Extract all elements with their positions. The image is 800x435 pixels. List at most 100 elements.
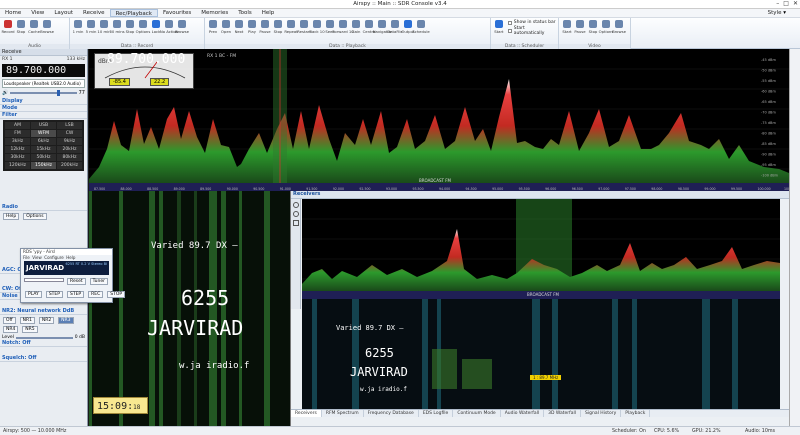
filter-button[interactable]: 3kHz [5,138,30,145]
tab-3d-waterfall[interactable]: 3D Waterfall [544,410,581,417]
rds-menu-help[interactable]: Help [66,255,76,260]
rds-play-button[interactable]: PLAY [25,291,42,298]
filter-button[interactable]: WFM [31,130,56,137]
filter-button[interactable]: 12kHz [5,146,30,153]
filter-button[interactable]: CW [57,130,82,137]
filter-button[interactable]: 20kHz [57,146,82,153]
maximize-button[interactable]: □ [783,0,789,7]
section-notch[interactable]: Notch: Off [0,340,87,347]
rds-stop-button[interactable]: STOP [107,291,126,298]
section-nr2[interactable]: NR2: Neural network DdB [0,308,87,315]
zoom-in-icon[interactable] [293,202,299,208]
receiver-waterfall[interactable]: Varied 89.7 DX — 6255 JARVIRAD w.ja irad… [302,299,780,409]
rds-rec-button[interactable]: REC [88,291,104,298]
scheduler-start-button[interactable]: Start [493,19,505,34]
tab-playback[interactable]: Playback [621,410,651,417]
tab-receivers[interactable]: Receivers [291,410,322,417]
tab-frequency-database[interactable]: Frequency Database [364,410,419,417]
audio-stop-button[interactable]: Stop [15,19,27,34]
section-squelch[interactable]: Squelch: Off [0,355,87,362]
filter-button[interactable]: 15kHz [31,146,56,153]
filter-button[interactable]: 9kHz [57,138,82,145]
audio-device-select[interactable]: Loudspeaker (Realtek USB2.0 Audio) [2,79,85,88]
menu-receive[interactable]: Receive [83,10,105,16]
audio-cache-button[interactable]: Cache [28,19,40,34]
nr2-button[interactable]: NR2 [38,317,55,324]
menu-layout[interactable]: Layout [54,10,74,16]
menu-favourites[interactable]: Favourites [162,10,192,16]
filter-button[interactable]: 80kHz [57,154,82,161]
section-display[interactable]: Display [0,98,87,105]
start-automatically-checkbox[interactable]: Start automatically [507,26,556,36]
section-radio[interactable]: Radio [0,204,87,211]
section-filter[interactable]: Filter [0,112,87,119]
record-noaction-button[interactable]: No Action [160,19,178,34]
video-start-button[interactable]: Start [561,19,573,34]
close-button[interactable]: ✕ [792,0,798,7]
playback-repeat-button[interactable]: Repeat [284,19,298,34]
tab-continuum-mode[interactable]: Continuum Mode [453,410,501,417]
playback-forward10-button[interactable]: Forward 10 [332,19,354,34]
playback-navigator-button[interactable]: Navigator [373,19,391,34]
filter-button[interactable]: 150kHz [31,162,56,169]
rds-step-back-button[interactable]: STEP [45,291,63,298]
record-5min-button[interactable]: 5 min [85,19,97,34]
minimize-button[interactable]: – [776,0,780,7]
playback-gain-button[interactable]: Gain [350,19,362,34]
show-in-statusbar-checkbox[interactable]: Show in status bar [507,20,556,25]
menu-tools[interactable]: Tools [238,10,252,16]
style-menu[interactable]: Style ▾ [767,10,786,16]
rds-menu-view[interactable]: View [32,255,42,260]
audio-browse-button[interactable]: Browse [40,19,54,34]
rds-menu-configure[interactable]: Configure [44,255,64,260]
rds-tuner-button[interactable]: Tuner [89,278,108,285]
rds-menu-file[interactable]: File [23,255,30,260]
tab-eds-logfile[interactable]: EDS Logfile [419,410,454,417]
receiver-spectrum[interactable]: BROADCAST FM [302,199,780,299]
zoom-out-icon[interactable] [293,211,299,217]
menu-memories[interactable]: Memories [201,10,229,16]
tab-rfm-spectrum[interactable]: RFM Spectrum [322,410,364,417]
playback-datafile-button[interactable]: DataFile [387,19,403,34]
record-browse-button[interactable]: Browse [175,19,189,34]
menu-home[interactable]: Home [5,10,22,16]
main-spectrum[interactable]: BROADCAST FM -45 dBm -50 dBm -55 dBm -60 dB… [89,49,797,191]
filter-button[interactable]: 50kHz [31,154,56,161]
nr1-button[interactable]: NR1 [19,317,35,324]
playback-output-button[interactable]: Output [401,19,415,34]
playback-back10-button[interactable]: Back 10 [309,19,325,34]
rds-step-fwd-button[interactable]: STEP [66,291,85,298]
nr3-button[interactable]: NR3 [58,317,74,324]
filter-button[interactable]: FM [5,130,30,137]
video-browse-button[interactable]: Browse [612,19,626,34]
right-scrollbar[interactable] [789,49,800,426]
playback-stop-button[interactable]: Stop [272,19,284,34]
audio-record-button[interactable]: Record [1,19,15,34]
filter-button[interactable]: 200kHz [57,162,82,169]
frequency-display[interactable]: 89.700.000 [2,64,85,77]
playback-centre-button[interactable]: Centre [363,19,375,34]
video-pause-button[interactable]: Pause [574,19,586,34]
menu-view[interactable]: View [31,10,45,16]
playback-restart-button[interactable]: Restart [297,19,311,34]
playback-open-button[interactable]: Open [220,19,232,34]
nr-off-button[interactable]: Off [3,317,16,324]
record-30min-button[interactable]: 30 mins [109,19,125,34]
video-stop-button[interactable]: Stop [587,19,599,34]
playback-next-button[interactable]: Next [233,19,245,34]
volume-slider[interactable] [10,90,77,96]
record-10min-button[interactable]: 10 min [97,19,111,34]
playback-pause-button[interactable]: Pause [259,19,271,34]
nr5-button[interactable]: NR5 [22,326,38,333]
filter-button[interactable]: 6kHz [31,138,56,145]
tab-audio-waterfall[interactable]: Audio Waterfall [501,410,545,417]
record-options-button[interactable]: Options [136,19,150,34]
record-stop-button[interactable]: Stop [124,19,136,34]
filter-button[interactable]: USB [31,122,56,129]
nr4-button[interactable]: NR4 [3,326,19,333]
playback-prev-button[interactable]: Prev [207,19,219,34]
menu-help[interactable]: Help [261,10,275,16]
radio-options-button[interactable]: Options [23,213,47,220]
video-options-button[interactable]: Options [599,19,613,34]
rds-reset-button[interactable]: Reset [67,278,86,285]
